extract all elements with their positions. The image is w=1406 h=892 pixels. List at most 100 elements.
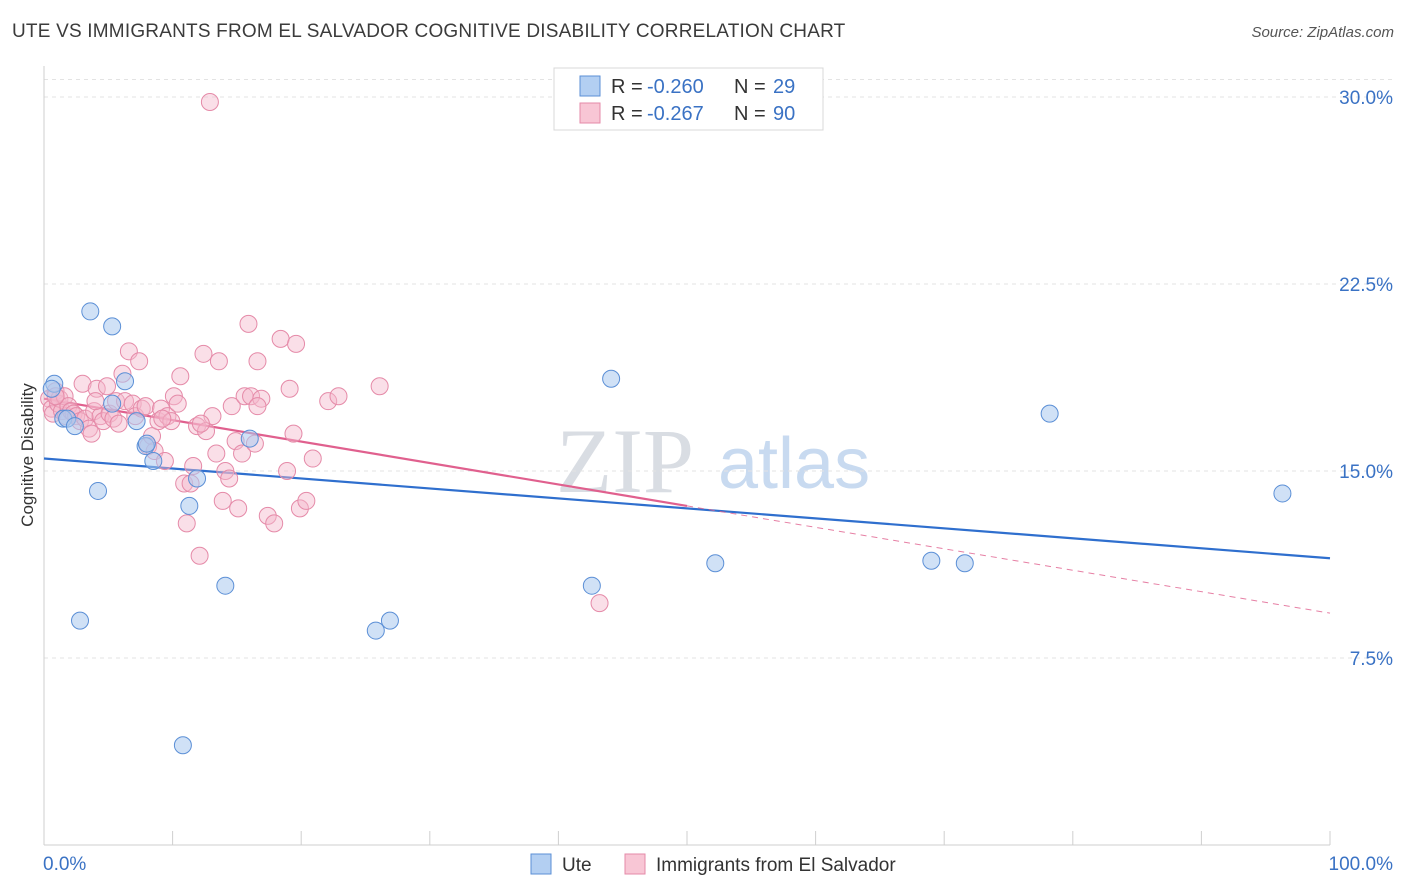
legend-swatch-ute bbox=[579, 75, 601, 97]
point-salvador bbox=[222, 397, 241, 416]
bottom-legend-salvador: Immigrants from El Salvador bbox=[656, 855, 896, 876]
points-immigrants-el-salvador bbox=[40, 92, 609, 613]
point-ute bbox=[955, 554, 974, 573]
y-axis-title: Cognitive Disability bbox=[18, 383, 37, 527]
bottom-legend-swatch-salvador bbox=[624, 853, 646, 875]
bottom-legend-swatch-ute bbox=[530, 853, 552, 875]
point-ute bbox=[922, 551, 941, 570]
x-ticks bbox=[43, 831, 1331, 845]
watermark-zip: ZIP bbox=[556, 410, 694, 512]
point-salvador bbox=[590, 594, 609, 613]
y-tick-label: 30.0% bbox=[1339, 88, 1393, 109]
point-salvador bbox=[86, 392, 105, 411]
y-tick-label: 22.5% bbox=[1339, 275, 1393, 296]
point-ute bbox=[1273, 484, 1292, 503]
watermark-atlas: atlas bbox=[718, 424, 870, 504]
point-ute bbox=[65, 417, 84, 436]
legend-r-label-salvador: R = bbox=[611, 103, 643, 125]
point-ute bbox=[216, 576, 235, 595]
point-salvador bbox=[190, 546, 209, 565]
point-salvador bbox=[290, 499, 309, 518]
y-tick-label: 7.5% bbox=[1350, 649, 1393, 670]
point-ute bbox=[366, 621, 385, 640]
point-salvador bbox=[278, 462, 297, 480]
series-legend: Ute Immigrants from El Salvador bbox=[530, 853, 896, 876]
point-salvador bbox=[177, 514, 196, 533]
bottom-legend-ute: Ute bbox=[562, 855, 592, 876]
point-ute bbox=[81, 302, 100, 321]
point-salvador bbox=[153, 409, 172, 428]
point-salvador bbox=[233, 444, 252, 463]
point-salvador bbox=[136, 397, 155, 416]
point-salvador bbox=[73, 374, 92, 393]
point-salvador bbox=[209, 352, 228, 371]
point-ute bbox=[173, 736, 192, 755]
point-ute bbox=[89, 481, 108, 500]
point-salvador bbox=[191, 414, 210, 433]
point-ute bbox=[602, 369, 621, 388]
legend-n-value-salvador: 90 bbox=[773, 103, 795, 125]
point-ute bbox=[1040, 404, 1059, 423]
point-ute bbox=[103, 394, 122, 413]
point-salvador bbox=[370, 377, 389, 396]
point-salvador bbox=[319, 392, 338, 411]
point-salvador bbox=[242, 387, 261, 406]
point-ute bbox=[127, 412, 146, 431]
point-ute bbox=[137, 434, 156, 453]
point-salvador bbox=[207, 444, 226, 463]
trend-line-salvador-extrapolated bbox=[686, 505, 1331, 614]
point-salvador bbox=[297, 491, 316, 510]
point-salvador bbox=[152, 399, 171, 418]
x-tick-label-min: 0.0% bbox=[43, 854, 86, 875]
legend-n-label-ute: N = bbox=[734, 76, 766, 98]
point-salvador bbox=[130, 352, 149, 371]
point-ute bbox=[71, 611, 90, 630]
point-salvador bbox=[94, 412, 113, 431]
legend-swatch-salvador bbox=[579, 102, 601, 124]
point-salvador bbox=[109, 414, 128, 433]
point-salvador bbox=[82, 424, 101, 443]
source-label: Source: ZipAtlas.com bbox=[1251, 24, 1394, 41]
point-ute bbox=[42, 379, 61, 398]
chart-title: UTE VS IMMIGRANTS FROM EL SALVADOR COGNI… bbox=[12, 21, 846, 42]
point-salvador bbox=[168, 394, 187, 413]
point-salvador bbox=[171, 367, 190, 386]
point-salvador bbox=[248, 352, 267, 371]
point-salvador bbox=[287, 334, 306, 353]
point-ute bbox=[180, 496, 199, 515]
point-ute bbox=[103, 317, 122, 336]
point-ute bbox=[188, 469, 207, 488]
point-salvador bbox=[98, 377, 117, 396]
point-ute bbox=[582, 576, 601, 595]
trend-line-ute bbox=[43, 457, 1331, 560]
point-ute bbox=[706, 554, 725, 573]
point-salvador bbox=[213, 491, 232, 510]
point-salvador bbox=[265, 514, 284, 533]
points-ute bbox=[42, 302, 1292, 755]
point-salvador bbox=[194, 344, 213, 363]
stats-legend: R = -0.260 N = 29 R = -0.267 N = 90 bbox=[553, 67, 824, 131]
point-ute bbox=[240, 429, 259, 448]
legend-r-value-salvador: -0.267 bbox=[647, 103, 704, 125]
point-salvador bbox=[271, 329, 290, 348]
point-salvador bbox=[239, 314, 258, 333]
legend-r-value-ute: -0.260 bbox=[647, 76, 704, 98]
legend-n-label-salvador: N = bbox=[734, 103, 766, 125]
point-ute bbox=[380, 611, 399, 630]
point-salvador bbox=[329, 387, 348, 406]
point-ute bbox=[116, 372, 135, 391]
point-salvador bbox=[248, 397, 267, 416]
x-tick-label-max: 100.0% bbox=[1329, 854, 1394, 875]
point-salvador bbox=[258, 506, 277, 525]
legend-r-label-ute: R = bbox=[611, 76, 643, 98]
point-salvador bbox=[280, 379, 299, 398]
point-salvador bbox=[220, 469, 239, 488]
point-salvador bbox=[229, 499, 248, 518]
y-tick-labels: 7.5% 15.0% 22.5% 30.0% bbox=[1339, 88, 1393, 670]
point-salvador bbox=[303, 449, 322, 468]
point-salvador bbox=[200, 92, 219, 111]
point-ute bbox=[144, 452, 163, 471]
legend-n-value-ute: 29 bbox=[773, 76, 795, 98]
point-salvador bbox=[284, 424, 303, 443]
